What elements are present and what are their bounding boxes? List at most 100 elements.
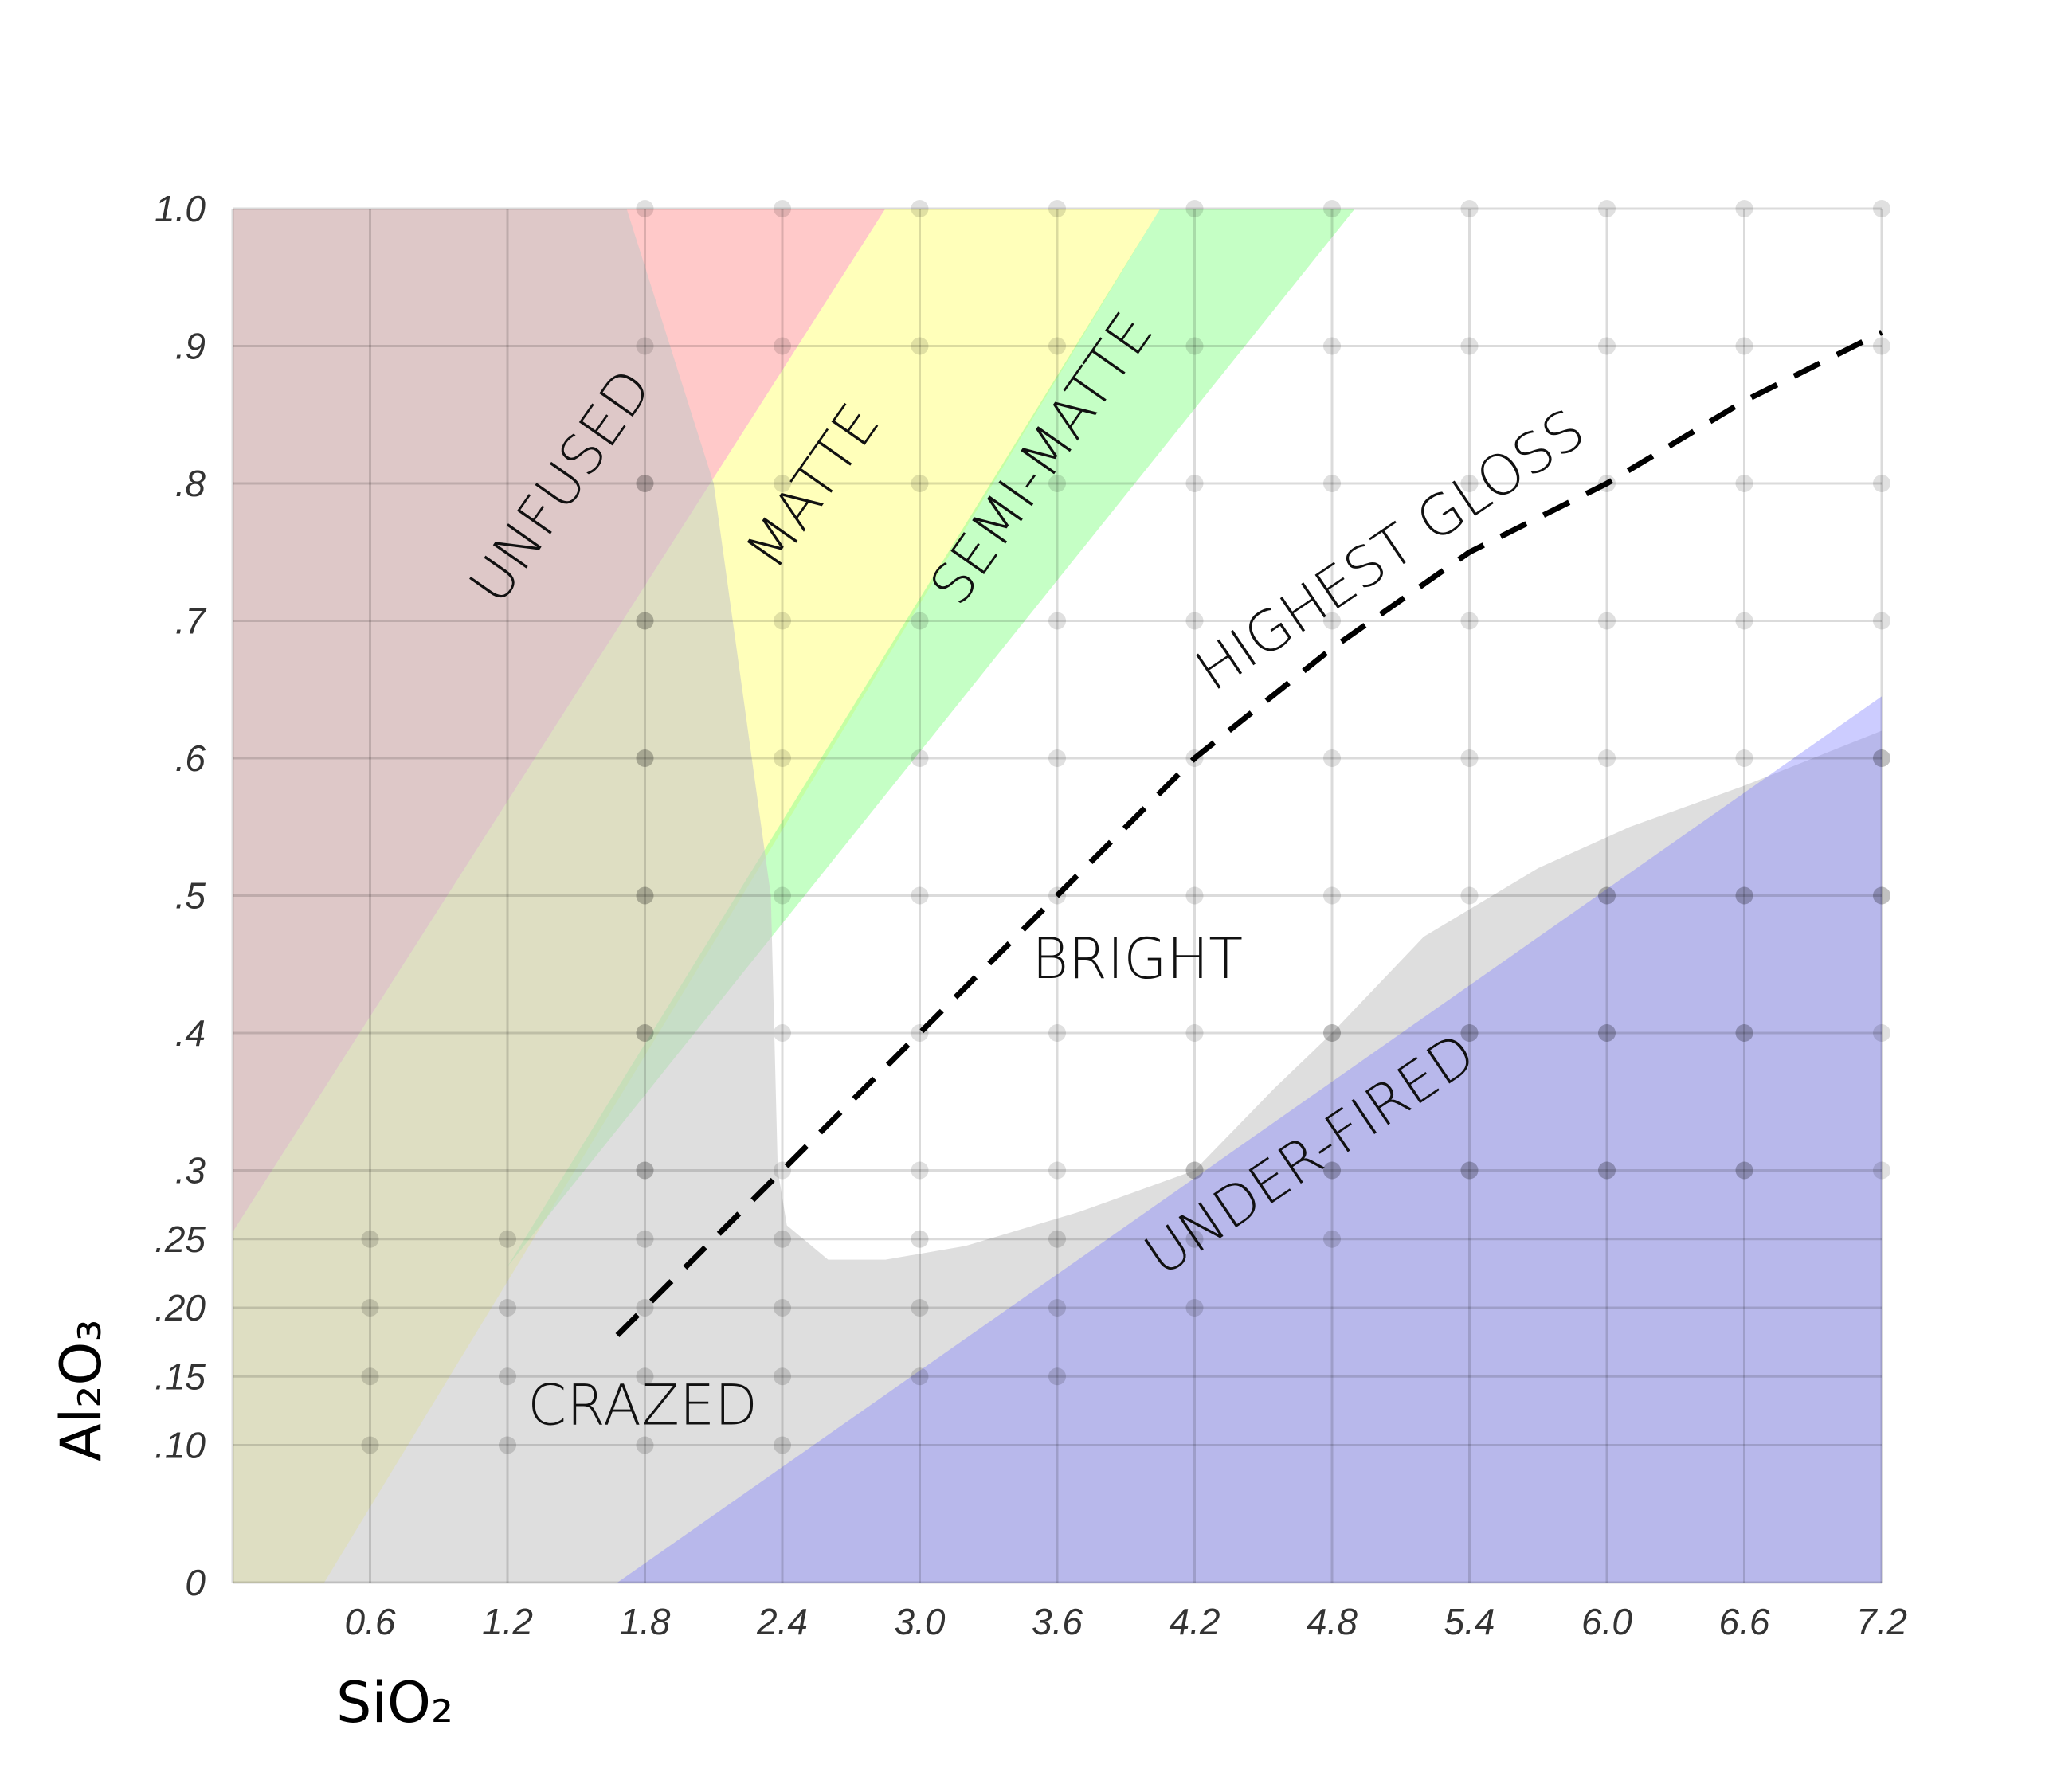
y-tick-label: .3: [175, 1150, 206, 1191]
grid-point: [636, 1024, 654, 1042]
grid-point: [1323, 200, 1341, 217]
x-tick-label: 7.2: [1856, 1601, 1907, 1642]
grid-point: [1735, 749, 1753, 767]
grid-point: [1048, 337, 1066, 355]
grid-point-dark: [774, 1299, 791, 1317]
label-bright: BRIGHT: [1032, 926, 1243, 992]
grid-point: [1185, 886, 1204, 905]
grid-point: [1735, 1161, 1753, 1180]
grid-point: [636, 337, 654, 355]
grid-point-dark: [1598, 1024, 1616, 1042]
grid-point-dark: [1323, 1230, 1341, 1248]
y-tick-label: 1.0: [155, 188, 206, 229]
grid-point: [1735, 886, 1753, 905]
grid-point: [1048, 1024, 1066, 1042]
grid-point-dark: [1735, 1161, 1753, 1180]
grid-point-dark: [499, 1230, 516, 1248]
grid-point: [1598, 1161, 1616, 1180]
grid-point-dark: [499, 1436, 516, 1454]
grid-point: [774, 1024, 791, 1042]
grid-point: [911, 612, 929, 630]
grid-point: [1048, 200, 1066, 217]
y-tick-label: .5: [175, 875, 206, 917]
y-tick-label: .6: [175, 738, 206, 779]
grid-point: [636, 1161, 654, 1180]
grid-point: [1735, 612, 1753, 630]
grid-point-dark: [774, 1230, 791, 1248]
grid-point-dark: [1323, 1024, 1341, 1042]
grid-point-dark: [636, 886, 654, 905]
region-under-fired: [617, 696, 1882, 1583]
grid-point: [1185, 200, 1204, 217]
grid-point: [1323, 1161, 1341, 1180]
grid-point-dark: [636, 1230, 654, 1248]
y-tick-label: 0: [185, 1562, 206, 1603]
grid-point: [636, 749, 654, 767]
grid-point-dark: [499, 1367, 516, 1386]
grid-point: [1460, 1161, 1479, 1180]
grid-point-dark: [636, 612, 654, 630]
y-tick-labels: 0 .10 .15 .20 .25 .3 .4 .5 .6 .7 .8 .9 1.0: [155, 188, 206, 1603]
grid-point: [1873, 475, 1890, 492]
grid-point-dark: [1735, 886, 1753, 905]
grid-point: [1598, 337, 1616, 355]
grid-point-dark: [911, 1367, 929, 1386]
x-tick-label: 6.6: [1719, 1601, 1770, 1642]
grid-point-dark: [911, 1230, 929, 1248]
grid-point: [1323, 475, 1341, 492]
grid-point: [1323, 886, 1341, 905]
y-tick-label: .25: [155, 1219, 206, 1260]
grid-point-dark: [636, 1367, 654, 1386]
grid-point-dark: [1185, 1299, 1204, 1317]
grid-point: [1873, 1024, 1890, 1042]
grid-point-dark: [636, 1024, 654, 1042]
grid-point-dark: [1048, 1230, 1066, 1248]
highest-gloss-line: [615, 330, 1883, 1337]
x-tick-label: 1.2: [482, 1601, 533, 1642]
grid-point-dark: [1873, 886, 1890, 905]
grid-point: [1185, 1161, 1204, 1180]
grid-point: [1048, 749, 1066, 767]
y-tick-label: .9: [175, 326, 206, 367]
y-tick-label: .20: [155, 1287, 206, 1328]
x-tick-label: 4.2: [1170, 1601, 1220, 1642]
grid-point: [1873, 337, 1890, 355]
grid-point: [1873, 886, 1890, 905]
grid-point: [774, 612, 791, 630]
grid-point: [1323, 749, 1341, 767]
y-tick-label: .10: [155, 1425, 206, 1466]
y-tick-label: .4: [175, 1012, 206, 1054]
grid-point: [1460, 475, 1479, 492]
grid-point-dark: [1048, 1299, 1066, 1317]
grid-point-dark: [1460, 1161, 1479, 1180]
grid-point: [774, 200, 791, 217]
grid-point-dark: [499, 1299, 516, 1317]
grid-point: [1873, 200, 1890, 217]
grid-point: [1598, 612, 1616, 630]
grid-point: [1598, 1024, 1616, 1042]
x-axis-title: SiO₂: [336, 1670, 453, 1735]
grid-point-dark: [1048, 1367, 1066, 1386]
grid-point: [774, 337, 791, 355]
grid-point: [911, 475, 929, 492]
grid-point: [1048, 1161, 1066, 1180]
grid-point-dark: [1735, 1024, 1753, 1042]
grid-point-dark: [1598, 1161, 1616, 1180]
grid-point: [1735, 475, 1753, 492]
grid-point: [911, 886, 929, 905]
grid-point: [1460, 200, 1479, 217]
grid-point-dark: [1323, 1161, 1341, 1180]
x-tick-label: 4.8: [1307, 1601, 1358, 1642]
grid-point-dark: [1460, 1024, 1479, 1042]
grid-point: [1460, 1024, 1479, 1042]
grid-point: [774, 886, 791, 905]
grid-point: [1185, 337, 1204, 355]
grid-point-dark: [361, 1299, 379, 1317]
overlap-points: [361, 475, 1890, 1454]
grid-point: [1735, 1024, 1753, 1042]
grid-point: [1323, 612, 1341, 630]
grid-point-dark: [774, 1436, 791, 1454]
grid-point: [1735, 337, 1753, 355]
grid-point: [636, 612, 654, 630]
